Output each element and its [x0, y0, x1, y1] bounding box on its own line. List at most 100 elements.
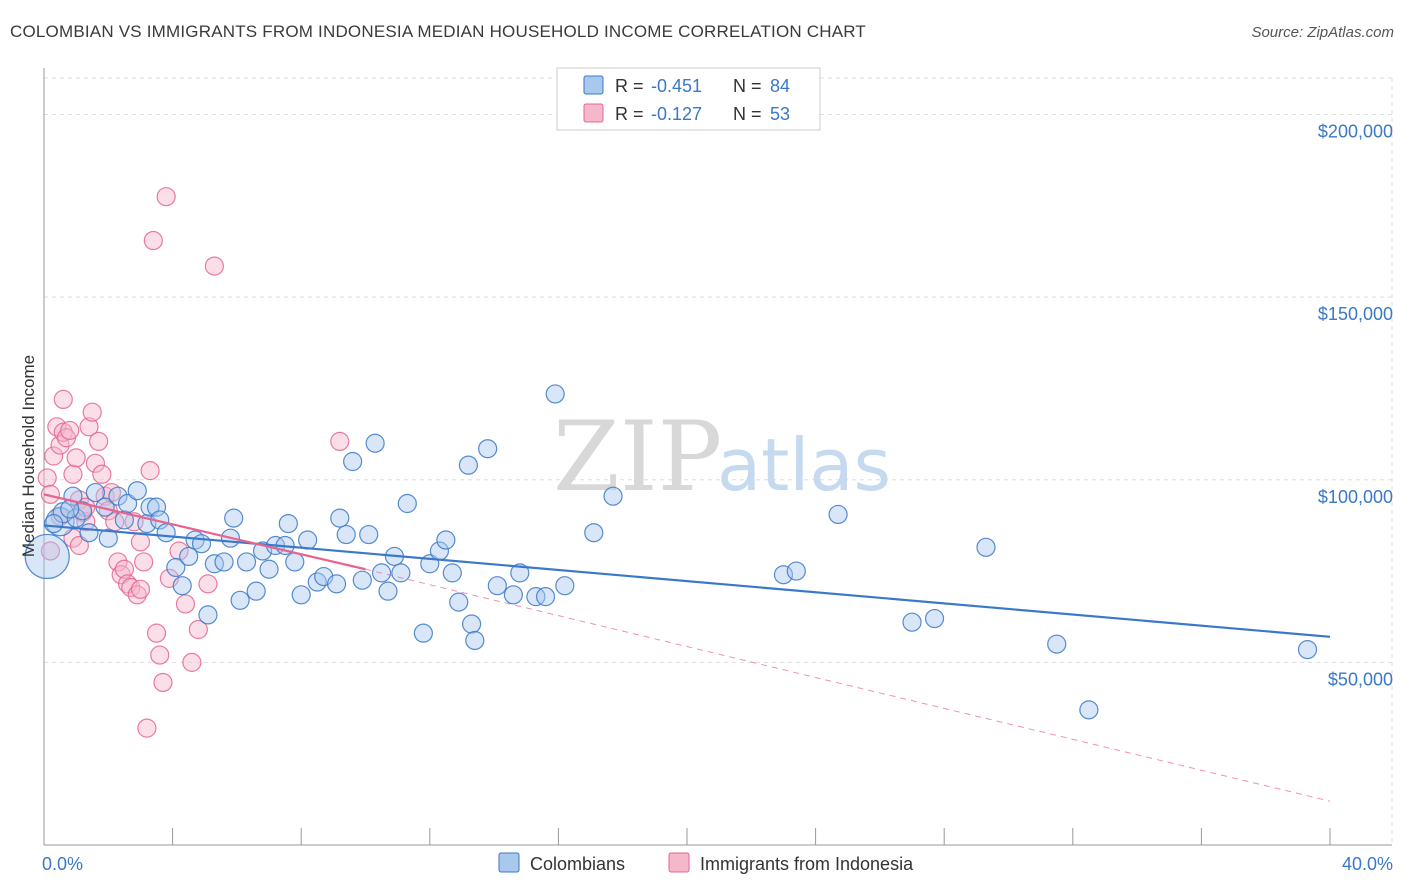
colombians-point-61	[465, 630, 485, 651]
legend-swatch-indonesia	[583, 103, 604, 123]
colombians-point-80	[1297, 639, 1318, 660]
colombians-point-42	[330, 508, 350, 528]
colombians-point-18	[166, 557, 186, 578]
y-tick-labels: $50,000 $100,000 $150,000 $200,000	[1318, 122, 1393, 690]
y-tick-label-3: $200,000	[1318, 122, 1393, 142]
colombians-point-30	[246, 581, 266, 601]
colombians-point-6	[79, 523, 99, 543]
colombians-point-44	[343, 451, 363, 472]
colombians-point-67	[535, 587, 556, 607]
indonesia-point-28	[130, 579, 151, 599]
colombians-point-15	[146, 497, 167, 517]
colombians-point-58	[449, 592, 469, 612]
indonesia-point-38	[188, 619, 208, 640]
colombians-point-12	[127, 481, 147, 501]
bottom-legend-indonesia: Immigrants from Indonesia	[700, 854, 914, 874]
indonesia-point-4	[50, 435, 70, 455]
indonesia-point-43	[137, 718, 157, 738]
colombians-point-66	[526, 587, 546, 607]
colombians-point-19	[172, 576, 192, 596]
colombians-point-27	[224, 508, 244, 528]
indonesia-point-14	[79, 417, 99, 437]
indonesia-point-45	[40, 541, 61, 561]
axes	[43, 68, 1392, 846]
watermark-zip: ZIP	[553, 401, 722, 513]
colombians-point-76	[924, 608, 945, 629]
indonesia-point-22	[108, 552, 128, 572]
colombians-point-62	[478, 439, 498, 459]
colombians-point-32	[259, 559, 279, 579]
colombians-point-7	[85, 482, 106, 503]
colombians-point-65	[510, 563, 530, 583]
series-colombians-points	[24, 384, 1318, 720]
trend-line-colombians	[43, 524, 1331, 638]
trend-line-indonesia-extended	[365, 568, 1331, 802]
colombians-point-24	[204, 554, 224, 574]
indonesia-point-40	[204, 256, 224, 276]
colombians-point-56	[436, 530, 456, 550]
trend-lines	[43, 493, 1331, 802]
indonesia-point-8	[60, 420, 80, 441]
y-tick-label-2: $150,000	[1318, 304, 1393, 324]
colombians-point-53	[413, 623, 433, 643]
indonesia-point-2	[44, 446, 64, 466]
watermark-atlas: atlas	[717, 423, 891, 507]
colombians-point-71	[603, 486, 623, 506]
colombians-point-10	[114, 510, 134, 530]
indonesia-point-1	[40, 484, 61, 504]
colombians-point-81	[44, 513, 64, 534]
indonesia-point-29	[134, 552, 154, 572]
source-label: Source: ZipAtlas.com	[1251, 24, 1394, 41]
colombians-point-78	[1047, 634, 1067, 654]
indonesia-point-9	[63, 464, 83, 484]
indonesia-point-5	[53, 422, 73, 442]
bottom-legend-swatch-indonesia	[668, 852, 690, 873]
colombians-point-79	[1079, 700, 1099, 720]
colombians-point-46	[359, 524, 379, 545]
x-tick-labels: 0.0% 40.0%	[42, 854, 1393, 874]
indonesia-point-16	[85, 453, 106, 473]
series-indonesia-points	[37, 187, 350, 738]
colombians-point-59	[458, 455, 478, 475]
colombians-point-23	[198, 605, 218, 625]
legend-n-value-1: 84	[770, 76, 790, 96]
indonesia-point-39	[198, 574, 218, 594]
colombians-point-57	[442, 563, 462, 583]
indonesia-point-36	[175, 594, 196, 614]
colombians-point-11	[117, 493, 138, 514]
colombians-point-25	[214, 552, 234, 572]
colombians-point-36	[278, 513, 298, 534]
colombians-point-68	[545, 384, 565, 404]
colombians-point-60	[461, 614, 482, 634]
colombians-point-41	[326, 574, 347, 594]
colombians-point-70	[584, 523, 604, 543]
indonesia-point-30	[140, 461, 160, 481]
indonesia-point-33	[153, 672, 173, 693]
colombians-point-45	[352, 570, 372, 590]
colombians-point-35	[285, 552, 305, 572]
indonesia-point-44	[330, 431, 350, 452]
colombians-point-0	[24, 533, 70, 580]
chart-title: COLOMBIAN VS IMMIGRANTS FROM INDONESIA M…	[10, 22, 867, 41]
colombians-point-69	[555, 576, 575, 596]
colombians-point-37	[291, 585, 311, 605]
colombians-point-77	[976, 537, 996, 557]
colombians-point-29	[236, 552, 257, 572]
indonesia-point-0	[37, 468, 57, 488]
bottom-legend-swatch-colombians	[498, 852, 520, 873]
colombians-point-22	[191, 534, 212, 554]
colombians-point-14	[140, 497, 160, 517]
colombians-point-20	[179, 546, 199, 567]
indonesia-point-52	[130, 532, 151, 552]
colombians-point-38	[298, 530, 318, 550]
colombians-point-83	[98, 528, 118, 548]
legend-r-label-1: R =	[615, 76, 644, 96]
series-legend: Colombians Immigrants from Indonesia	[498, 852, 914, 874]
colombians-point-51	[391, 563, 411, 583]
legend-swatch-colombians	[583, 75, 604, 95]
legend-n-value-2: 53	[770, 104, 790, 124]
indonesia-point-10	[66, 448, 86, 468]
colombians-point-9	[108, 486, 128, 506]
legend-r-value-1: -0.451	[651, 76, 702, 96]
